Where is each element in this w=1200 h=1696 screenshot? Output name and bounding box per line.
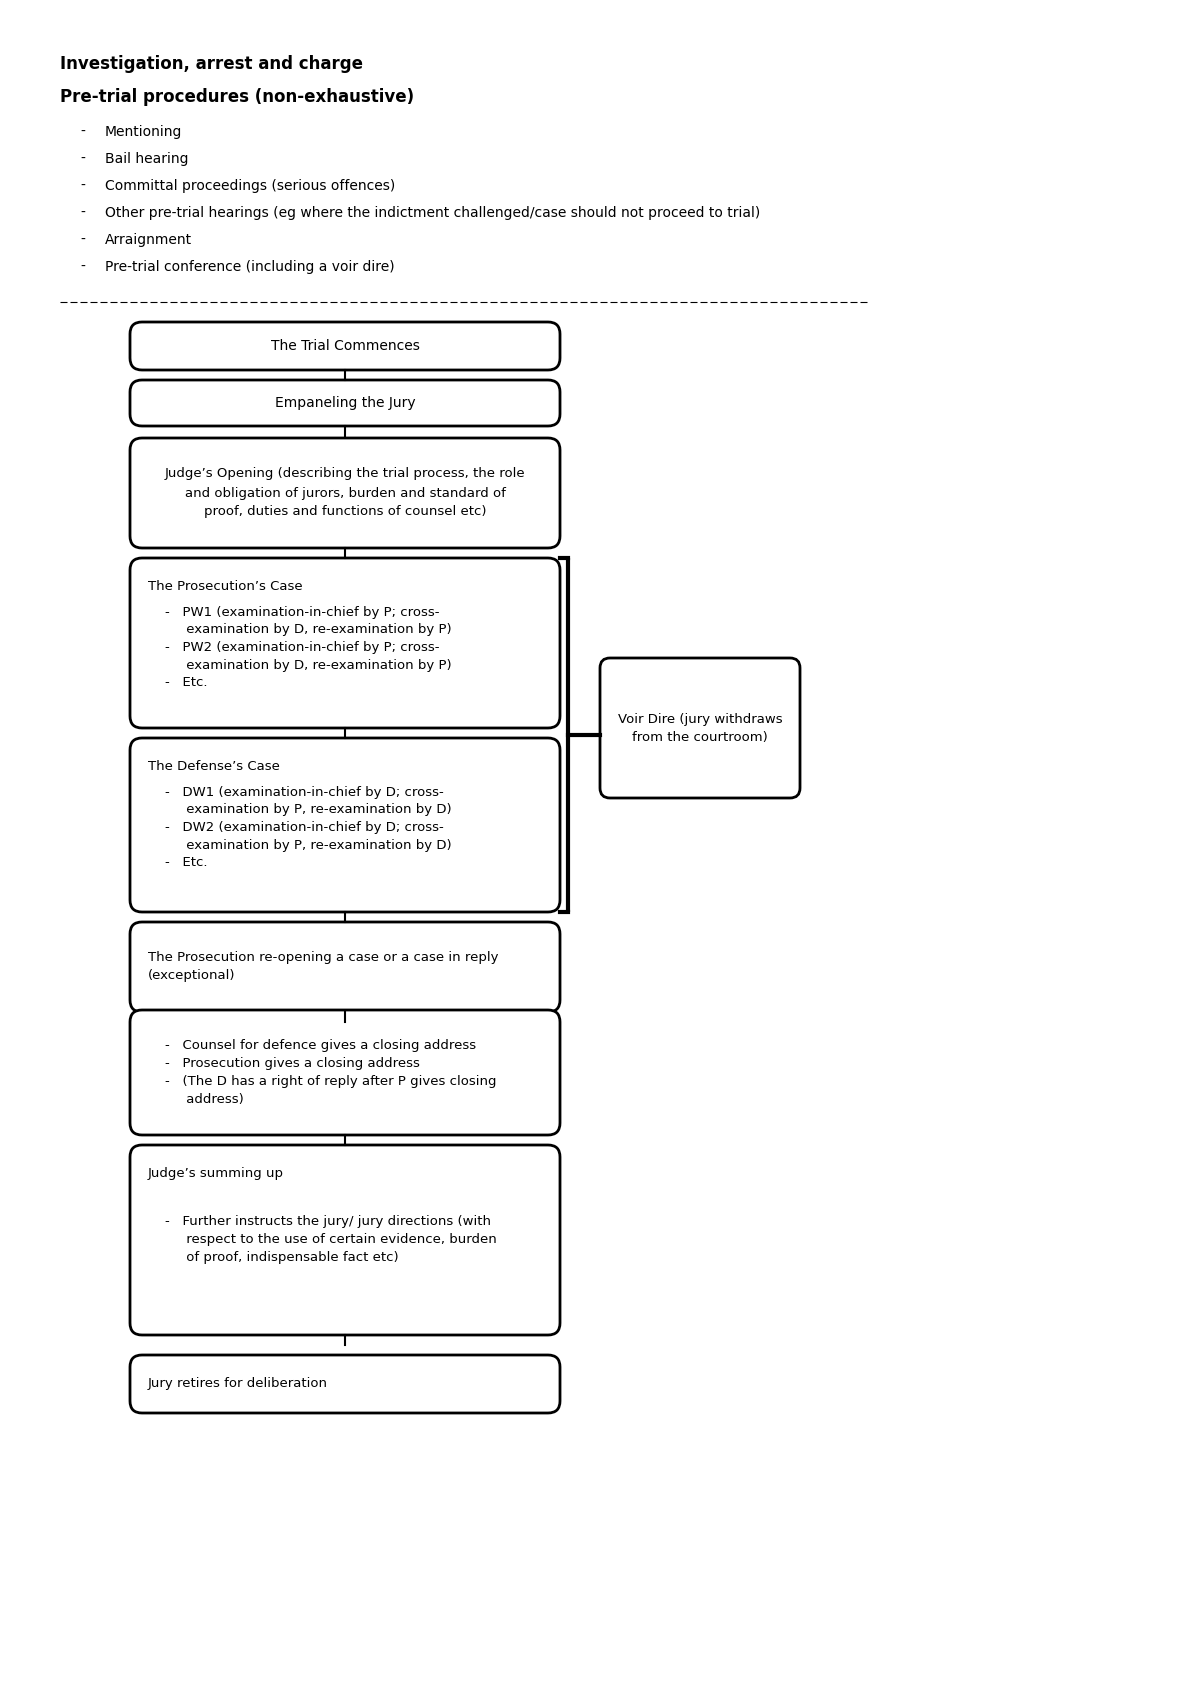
Text: Pre-trial conference (including a voir dire): Pre-trial conference (including a voir d… xyxy=(106,259,395,275)
Text: Arraignment: Arraignment xyxy=(106,232,192,248)
Text: -: - xyxy=(80,180,85,193)
Text: -: - xyxy=(80,126,85,139)
Text: Mentioning: Mentioning xyxy=(106,126,182,139)
FancyBboxPatch shape xyxy=(130,380,560,426)
Text: -: - xyxy=(80,232,85,248)
Text: The Prosecution’s Case: The Prosecution’s Case xyxy=(148,580,302,594)
FancyBboxPatch shape xyxy=(130,738,560,912)
Text: -: - xyxy=(80,153,85,166)
FancyBboxPatch shape xyxy=(130,558,560,728)
Text: The Defense’s Case: The Defense’s Case xyxy=(148,760,280,773)
Text: Voir Dire (jury withdraws
from the courtroom): Voir Dire (jury withdraws from the court… xyxy=(618,712,782,743)
Text: -   PW1 (examination-in-chief by P; cross-
         examination by D, re-examina: - PW1 (examination-in-chief by P; cross-… xyxy=(148,605,451,689)
Text: -: - xyxy=(80,205,85,220)
Text: Investigation, arrest and charge: Investigation, arrest and charge xyxy=(60,54,364,73)
Text: Judge’s summing up: Judge’s summing up xyxy=(148,1167,284,1180)
Text: Pre-trial procedures (non-exhaustive): Pre-trial procedures (non-exhaustive) xyxy=(60,88,414,105)
Text: Jury retires for deliberation: Jury retires for deliberation xyxy=(148,1377,328,1391)
FancyBboxPatch shape xyxy=(130,322,560,370)
FancyBboxPatch shape xyxy=(600,658,800,799)
Text: Empaneling the Jury: Empaneling the Jury xyxy=(275,395,415,410)
FancyBboxPatch shape xyxy=(130,1145,560,1335)
FancyBboxPatch shape xyxy=(130,923,560,1013)
FancyBboxPatch shape xyxy=(130,1355,560,1413)
Text: Other pre-trial hearings (eg where the indictment challenged/case should not pro: Other pre-trial hearings (eg where the i… xyxy=(106,205,761,220)
FancyBboxPatch shape xyxy=(130,1011,560,1135)
Text: The Trial Commences: The Trial Commences xyxy=(270,339,420,353)
Text: Bail hearing: Bail hearing xyxy=(106,153,188,166)
Text: -   DW1 (examination-in-chief by D; cross-
         examination by P, re-examina: - DW1 (examination-in-chief by D; cross-… xyxy=(148,785,451,868)
FancyBboxPatch shape xyxy=(130,438,560,548)
Text: -   Further instructs the jury/ jury directions (with
         respect to the us: - Further instructs the jury/ jury direc… xyxy=(148,1214,497,1264)
Text: Judge’s Opening (describing the trial process, the role
and obligation of jurors: Judge’s Opening (describing the trial pr… xyxy=(164,468,526,519)
Text: The Prosecution re-opening a case or a case in reply
(exceptional): The Prosecution re-opening a case or a c… xyxy=(148,951,498,982)
Text: -   Counsel for defence gives a closing address
    -   Prosecution gives a clos: - Counsel for defence gives a closing ad… xyxy=(148,1038,497,1106)
Text: Committal proceedings (serious offences): Committal proceedings (serious offences) xyxy=(106,180,395,193)
Text: -: - xyxy=(80,259,85,275)
